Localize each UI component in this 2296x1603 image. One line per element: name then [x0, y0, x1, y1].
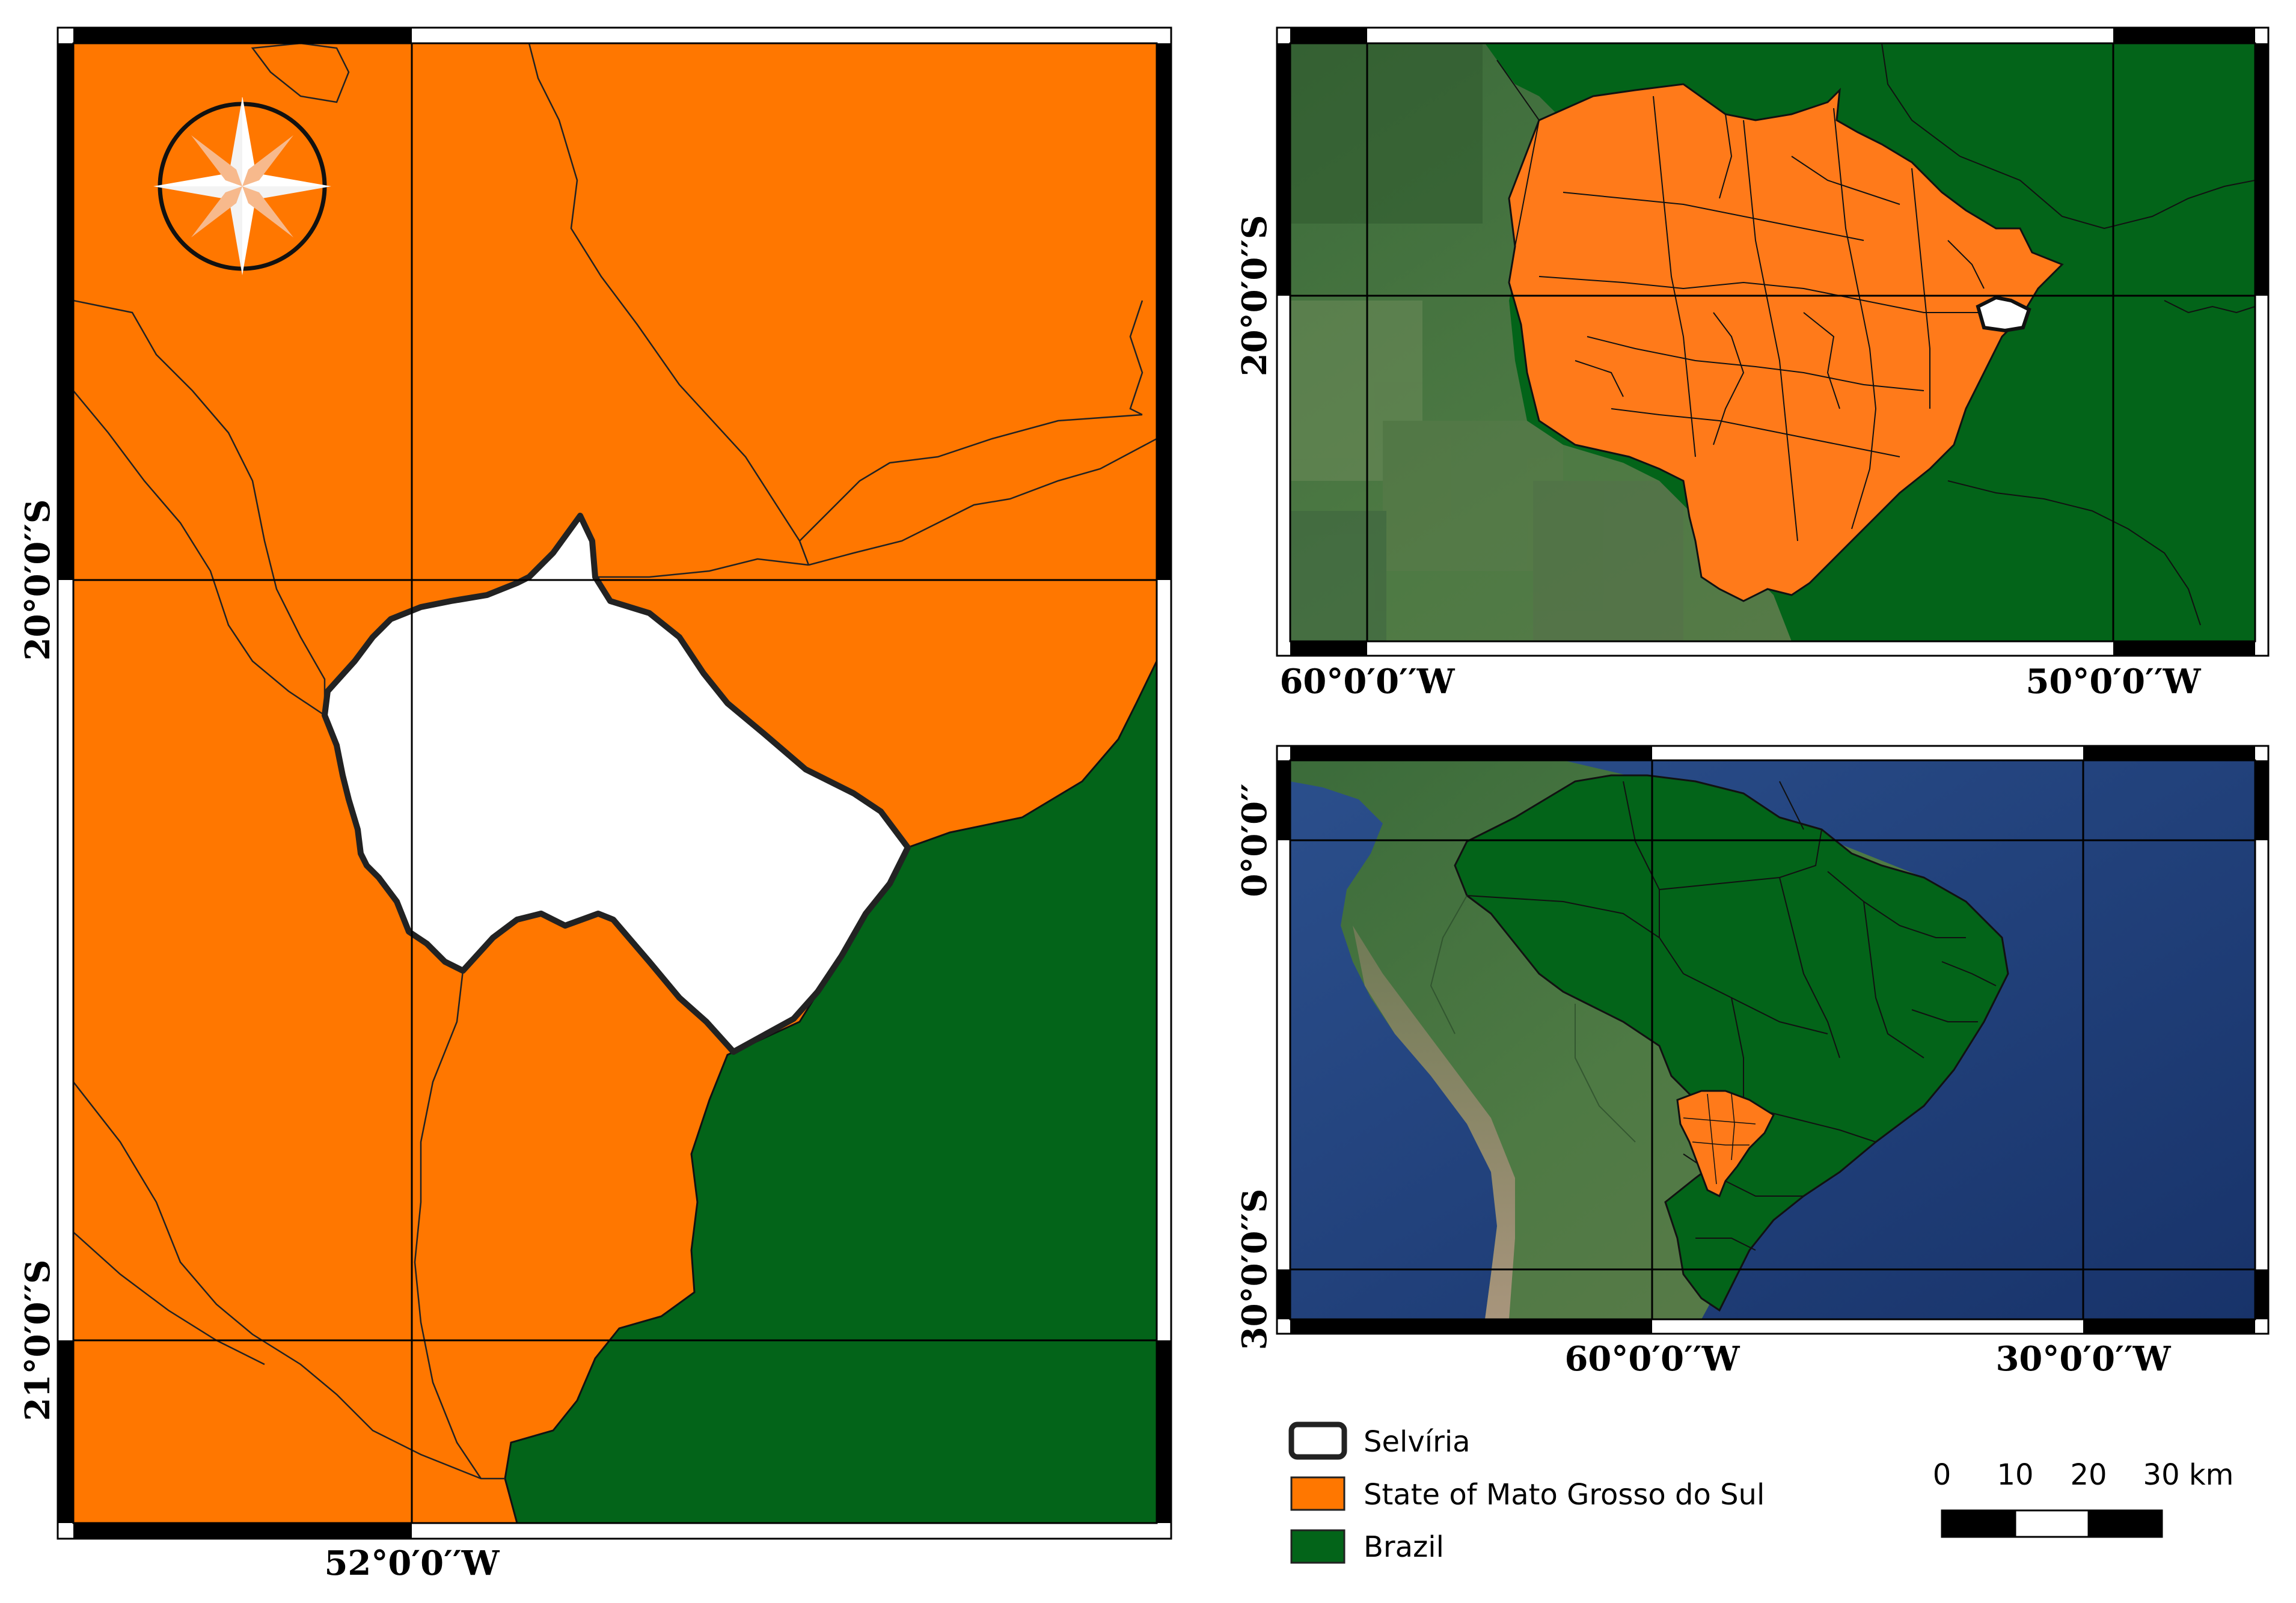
legend-item-selviria: Selvíria	[1288, 1421, 1471, 1460]
main-map-graticule	[73, 43, 1157, 1523]
inset-continent-state-municipalities	[1683, 1093, 1756, 1185]
inset-continent-lat-label-30s: 30°0′0′′S	[1235, 1189, 1275, 1351]
main-map-boundaries	[73, 43, 1157, 1480]
legend-label-state: State of Mato Grosso do Sul	[1364, 1478, 1765, 1512]
main-map-brazil-area	[504, 43, 1157, 1523]
inset-continent-country-boundaries	[1430, 895, 1636, 1143]
legend-swatch-selviria	[1288, 1421, 1347, 1460]
inset-state-neighbor-boundaries	[1496, 43, 2255, 626]
scale-tick-20: 20	[2070, 1458, 2107, 1492]
legend-label-brazil: Brazil	[1364, 1530, 1444, 1564]
scale-bar: 0 10 20 30 km	[1933, 1458, 2234, 1538]
inset-continent-andes-area	[1353, 926, 1515, 1319]
main-map-border	[58, 28, 1171, 1539]
inset-continent-brazil-area	[1454, 774, 2009, 1312]
inset-continent-graticule	[1290, 760, 2255, 1319]
inset-continent-border	[1277, 746, 2268, 1334]
inset-state-lat-label-20s: 20°0′0′′S	[1235, 215, 1275, 377]
main-map-lat-label-21s: 21°0′0′′S	[18, 1260, 58, 1421]
scale-tick-10: 10	[1997, 1458, 2033, 1492]
scale-tick-0: 0	[1933, 1458, 1952, 1492]
inset-state-border	[1277, 28, 2268, 656]
inset-state-graticule	[1290, 43, 2255, 641]
scale-tick-30km: 30 km	[2143, 1458, 2234, 1492]
main-map-lon-label-52w: 52°0′0′′W	[324, 1543, 500, 1583]
inset-continent-lat-label-0: 0°0′0′′	[1235, 783, 1275, 897]
inset-state-satellite-texture	[1290, 43, 1683, 641]
inset-state-map: 20°0′0′′S 60°0′0′′W 50°0′0′′W	[1235, 26, 2270, 701]
inset-state-lon-label-50w: 50°0′0′′W	[2025, 662, 2201, 701]
inset-continent-state-area	[1676, 1090, 1775, 1198]
main-map-lat-label-20s: 20°0′0′′S	[18, 499, 58, 661]
legend-swatch-brazil	[1290, 1529, 1345, 1564]
compass-rose-icon	[153, 97, 331, 275]
inset-state-lon-label-60w: 60°0′0′′W	[1279, 662, 1455, 701]
inset-continent-lon-label-60w: 60°0′0′′W	[1564, 1339, 1740, 1379]
inset-continent-lon-label-30w: 30°0′0′′W	[1995, 1339, 2171, 1379]
legend-item-state: State of Mato Grosso do Sul	[1290, 1476, 1765, 1512]
main-map: 20°0′0′′S 21°0′0′′S 52°0′0′′W	[18, 26, 1172, 1583]
inset-state-selviria-area	[1976, 295, 2031, 333]
inset-continent-map: 0°0′0′′ 30°0′0′′S 60°0′0′′W 30°0′0′′W	[1235, 745, 2270, 1379]
legend-swatch-state	[1290, 1476, 1345, 1511]
legend-label-selviria: Selvíria	[1364, 1425, 1471, 1459]
legend-item-brazil: Brazil	[1290, 1529, 1444, 1564]
legend: Selvíria State of Mato Grosso do Sul Bra…	[1288, 1421, 1765, 1564]
main-map-selviria-area	[322, 513, 911, 1055]
inset-state-municipal-boundaries	[1538, 96, 1985, 542]
inset-state-state-area	[1508, 83, 2064, 602]
